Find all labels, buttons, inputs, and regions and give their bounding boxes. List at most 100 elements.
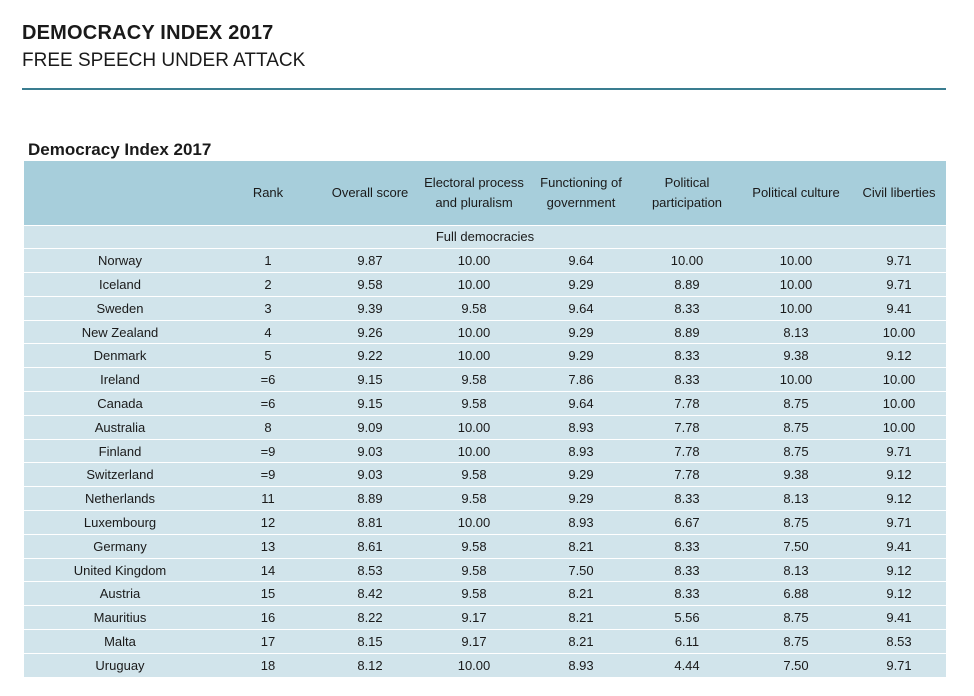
table-row: Ireland =6 9.15 9.58 7.86 8.33 10.00 10.00 [24, 367, 946, 392]
value-cell: 5 [264, 348, 272, 364]
section-label: Full democracies [435, 229, 535, 245]
value-cell: 9.12 [886, 491, 912, 507]
column-header: Electoral process and pluralism [424, 174, 524, 210]
section-row-full-democracies: Full democracies [24, 225, 946, 249]
column-header: Political participation [651, 174, 723, 210]
value-cell: 8.93 [568, 657, 594, 673]
country-cell: Germany [93, 538, 147, 554]
value-cell: 9.12 [886, 562, 912, 578]
value-cell: 9.64 [568, 395, 594, 411]
value-cell: 8.13 [783, 324, 809, 340]
value-cell: 9.17 [461, 633, 487, 649]
value-cell: 10.00 [882, 395, 916, 411]
value-cell: 12 [260, 514, 276, 530]
country-cell: New Zealand [81, 324, 159, 340]
value-cell: 9.03 [357, 443, 383, 459]
value-cell: 5.56 [674, 610, 700, 626]
value-cell: 9.87 [357, 253, 383, 269]
value-cell: 9.71 [886, 253, 912, 269]
value-cell: 8.22 [357, 610, 383, 626]
value-cell: 8.21 [568, 633, 594, 649]
value-cell: 10.00 [670, 253, 704, 269]
value-cell: 1 [264, 253, 272, 269]
value-cell: 9.12 [886, 348, 912, 364]
democracy-index-table: Rank Overall score Electoral process and p… [24, 161, 946, 678]
value-cell: 2 [264, 276, 272, 292]
value-cell: 9.26 [357, 324, 383, 340]
value-cell: 8.21 [568, 586, 594, 602]
table-row: Sweden 3 9.39 9.58 9.64 8.33 10.00 9.41 [24, 296, 946, 321]
value-cell: =9 [260, 443, 276, 459]
value-cell: 9.09 [357, 419, 383, 435]
value-cell: 8.53 [886, 633, 912, 649]
country-cell: Ireland [100, 372, 140, 388]
value-cell: 9.29 [568, 324, 594, 340]
value-cell: 8.21 [568, 538, 594, 554]
value-cell: 8.21 [568, 610, 594, 626]
value-cell: 9.29 [568, 467, 594, 483]
value-cell: 15 [260, 586, 276, 602]
value-cell: 8.75 [783, 633, 809, 649]
value-cell: 9.15 [357, 395, 383, 411]
value-cell: 9.17 [461, 610, 487, 626]
value-cell: 3 [264, 300, 272, 316]
header-divider [22, 88, 946, 90]
column-header [24, 161, 216, 225]
value-cell: 8.93 [568, 514, 594, 530]
value-cell: 9.71 [886, 657, 912, 673]
value-cell: 10.00 [457, 348, 491, 364]
value-cell: 7.50 [783, 538, 809, 554]
value-cell: 9.58 [461, 372, 487, 388]
value-cell: 9.58 [461, 491, 487, 507]
value-cell: 9.71 [886, 443, 912, 459]
value-cell: 9.64 [568, 253, 594, 269]
report-title: DEMOCRACY INDEX 2017 [22, 22, 274, 44]
table-row: Finland =9 9.03 10.00 8.93 7.78 8.75 9.71 [24, 439, 946, 463]
table-row: Mauritius 16 8.22 9.17 8.21 5.56 8.75 9.41 [24, 605, 946, 630]
value-cell: 10.00 [779, 372, 813, 388]
table-row: Malta 17 8.15 9.17 8.21 6.11 8.75 8.53 [24, 629, 946, 654]
value-cell: 4 [264, 324, 272, 340]
value-cell: 9.64 [568, 300, 594, 316]
country-cell: Austria [99, 586, 141, 602]
value-cell: 9.29 [568, 348, 594, 364]
value-cell: 8.13 [783, 562, 809, 578]
table-row: United Kingdom 14 8.53 9.58 7.50 8.33 8.13 9.12 [24, 558, 946, 582]
table-row: Denmark 5 9.22 10.00 9.29 8.33 9.38 9.12 [24, 343, 946, 368]
value-cell: 8.33 [674, 538, 700, 554]
table-row: Canada =6 9.15 9.58 9.64 7.78 8.75 10.00 [24, 391, 946, 416]
value-cell: =6 [260, 395, 276, 411]
value-cell: 9.12 [886, 586, 912, 602]
value-cell: 11 [261, 491, 275, 507]
value-cell: 6.67 [674, 514, 700, 530]
value-cell: 8.93 [568, 443, 594, 459]
value-cell: 9.58 [461, 562, 487, 578]
value-cell: 8.75 [783, 419, 809, 435]
table-row: Uruguay 18 8.12 10.00 8.93 4.44 7.50 9.71 [24, 653, 946, 678]
value-cell: 9.41 [886, 610, 912, 626]
value-cell: 10.00 [882, 324, 916, 340]
value-cell: 9.03 [357, 467, 383, 483]
value-cell: 8.93 [568, 419, 594, 435]
value-cell: 8.81 [357, 514, 383, 530]
value-cell: 8.15 [357, 633, 383, 649]
report-subtitle: FREE SPEECH UNDER ATTACK [22, 50, 306, 71]
value-cell: 10.00 [457, 657, 491, 673]
table-row: Iceland 2 9.58 10.00 9.29 8.89 10.00 9.71 [24, 272, 946, 297]
value-cell: 8.75 [783, 610, 809, 626]
value-cell: 9.38 [783, 467, 809, 483]
country-cell: Finland [98, 443, 142, 459]
country-cell: Denmark [93, 348, 147, 364]
value-cell: 7.78 [674, 395, 700, 411]
table-body: Full democracies Norway 1 9.87 10.00 9.64 10.… [24, 225, 946, 678]
value-cell: 6.11 [674, 633, 700, 649]
country-cell: Canada [97, 395, 143, 411]
country-cell: Australia [94, 419, 146, 435]
country-cell: Mauritius [93, 610, 147, 626]
value-cell: 10.00 [779, 253, 813, 269]
country-cell: Sweden [96, 300, 144, 316]
value-cell: 8.89 [674, 324, 700, 340]
value-cell: 14 [260, 562, 276, 578]
value-cell: 8.33 [674, 348, 700, 364]
value-cell: 8.75 [783, 514, 809, 530]
